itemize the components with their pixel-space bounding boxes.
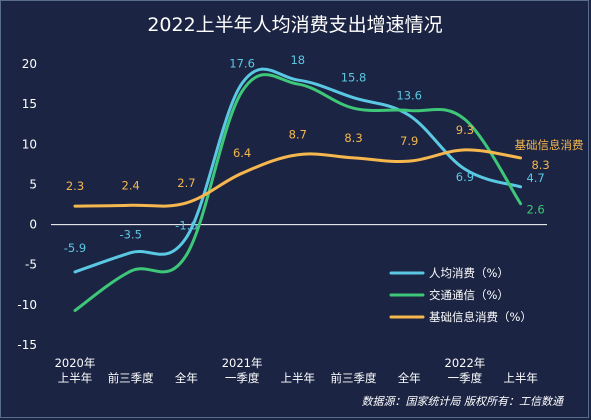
series-lines (73, 67, 523, 312)
data-label-basic-info-consumption: 7.9 (400, 134, 418, 148)
legend-label-per-capita-consumption: 人均消费（%） (429, 266, 509, 280)
data-label-per-capita-consumption: 17.6 (229, 56, 255, 70)
series-line-transport-communication (73, 73, 523, 312)
series-annotation: 基础信息消费 (515, 138, 584, 152)
series-line-basic-info-consumption (73, 148, 523, 208)
x-tick-label: 一季度 (225, 371, 260, 385)
x-tick-label: 一季度 (448, 371, 483, 385)
data-label-per-capita-consumption: -3.5 (119, 228, 141, 242)
x-tick-label: 2022年 (445, 356, 486, 370)
y-tick-label: 15 (22, 97, 37, 111)
y-tick-label: 20 (22, 57, 37, 71)
x-tick-label: 上半年 (281, 371, 316, 385)
data-label-per-capita-consumption: 4.7 (526, 171, 544, 185)
data-label-per-capita-consumption: -5.9 (64, 241, 86, 255)
data-label-basic-info-consumption: 8.3 (531, 158, 549, 172)
y-tick-label: -5 (25, 258, 37, 272)
data-label-per-capita-consumption: 18 (290, 53, 305, 67)
x-tick-label: 2020年 (55, 356, 96, 370)
legend: 人均消费（%） 交通通信（%） 基础信息消费（%） (389, 266, 532, 324)
data-label-basic-info-consumption: 8.3 (344, 131, 362, 145)
x-tick-label: 全年 (175, 371, 198, 385)
x-tick-label: 上半年 (503, 371, 538, 385)
data-label-per-capita-consumption: 13.6 (396, 88, 422, 102)
x-tick-label: 上半年 (58, 371, 93, 385)
legend-label-basic-info-consumption: 基础信息消费（%） (429, 310, 532, 324)
x-tick-label: 2021年 (222, 356, 263, 370)
x-tick-label: 全年 (398, 371, 421, 385)
data-label-basic-info-consumption: 8.7 (289, 128, 307, 142)
data-label-basic-info-consumption: 2.4 (122, 178, 140, 192)
data-label-basic-info-consumption: 2.3 (66, 179, 84, 193)
y-tick-label: 5 (29, 177, 37, 191)
chart-title: 2022上半年人均消费支出增速情况 (147, 14, 442, 36)
y-tick-label: 0 (29, 218, 37, 232)
source-note: 数据源：国家统计局 版权所有：工信数通 (362, 395, 565, 408)
data-label-per-capita-consumption: -1.6 (175, 218, 197, 232)
y-tick-label: 10 (22, 137, 37, 151)
y-tick-label: -15 (17, 338, 37, 352)
legend-label-transport-communication: 交通通信（%） (429, 288, 509, 302)
y-tick-label: -10 (17, 298, 37, 312)
x-tick-label: 前三季度 (108, 371, 154, 385)
data-label-per-capita-consumption: 6.9 (456, 170, 474, 184)
data-label-basic-info-consumption: 9.3 (456, 123, 474, 137)
series-line-per-capita-consumption (73, 67, 523, 274)
x-tick-label: 前三季度 (331, 371, 377, 385)
data-label-basic-info-consumption: 6.4 (233, 146, 251, 160)
data-label-transport-communication: 2.6 (526, 203, 544, 217)
data-labels: -5.9 -3.5 -1.6 17.6 18 15.8 13.6 6.9 4.7 2.6 2.3 2.… (64, 53, 550, 255)
data-label-basic-info-consumption: 2.7 (177, 176, 195, 190)
data-label-per-capita-consumption: 15.8 (341, 71, 367, 85)
